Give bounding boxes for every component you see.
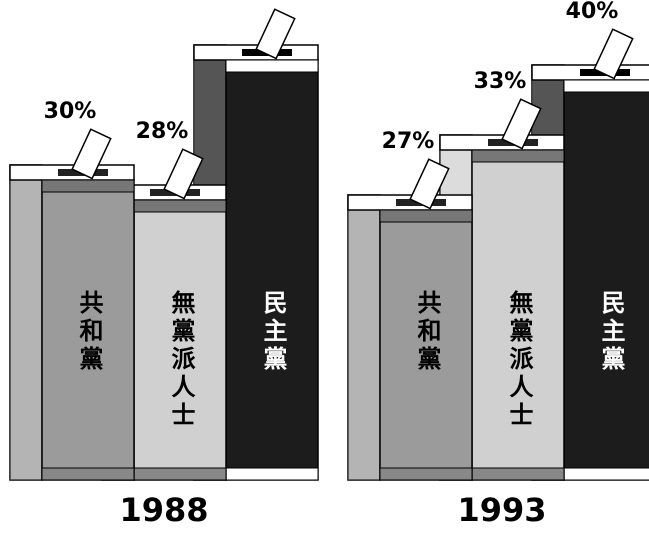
box-base (225, 467, 319, 481)
party-name: 民主黨 (597, 290, 625, 374)
bar (563, 79, 649, 481)
year-label: 1993 (457, 491, 546, 529)
box-lid-band (41, 179, 135, 193)
box-base (563, 467, 649, 481)
box-base (471, 467, 565, 481)
box-base (41, 467, 135, 481)
box-lid-band (133, 199, 227, 213)
value-label: 30% (44, 99, 97, 124)
box-lid-band (379, 209, 473, 223)
ballot (409, 158, 450, 210)
ballot (255, 8, 296, 60)
party-name: 共和黨 (75, 290, 103, 374)
box-lid-band (471, 149, 565, 163)
party-name: 共和黨 (413, 290, 441, 374)
box-side-shade (348, 195, 380, 480)
ballot (593, 28, 634, 80)
box-lid-band (563, 79, 649, 93)
bar (41, 179, 135, 481)
value-label: 42% (228, 0, 281, 4)
ballot (71, 128, 112, 180)
party-name: 無黨派人士 (505, 289, 533, 430)
party-name: 民主黨 (259, 290, 287, 374)
box-side (9, 164, 43, 481)
ballot (501, 98, 542, 150)
year-label: 1988 (119, 491, 208, 529)
value-label: 27% (382, 129, 435, 154)
box-lid-band (225, 59, 319, 73)
ballot (163, 148, 204, 200)
ballot-box: 30% 共和黨 (9, 99, 135, 481)
box-base (379, 467, 473, 481)
bar (379, 209, 473, 481)
box-side-shade (10, 165, 42, 480)
value-label: 33% (474, 69, 527, 94)
party-name: 無黨派人士 (167, 289, 195, 430)
ballot-box: 27% 共和黨 (347, 129, 473, 481)
value-label: 28% (136, 119, 189, 144)
box-base (133, 467, 227, 481)
bar (225, 59, 319, 481)
value-label: 40% (566, 0, 619, 24)
